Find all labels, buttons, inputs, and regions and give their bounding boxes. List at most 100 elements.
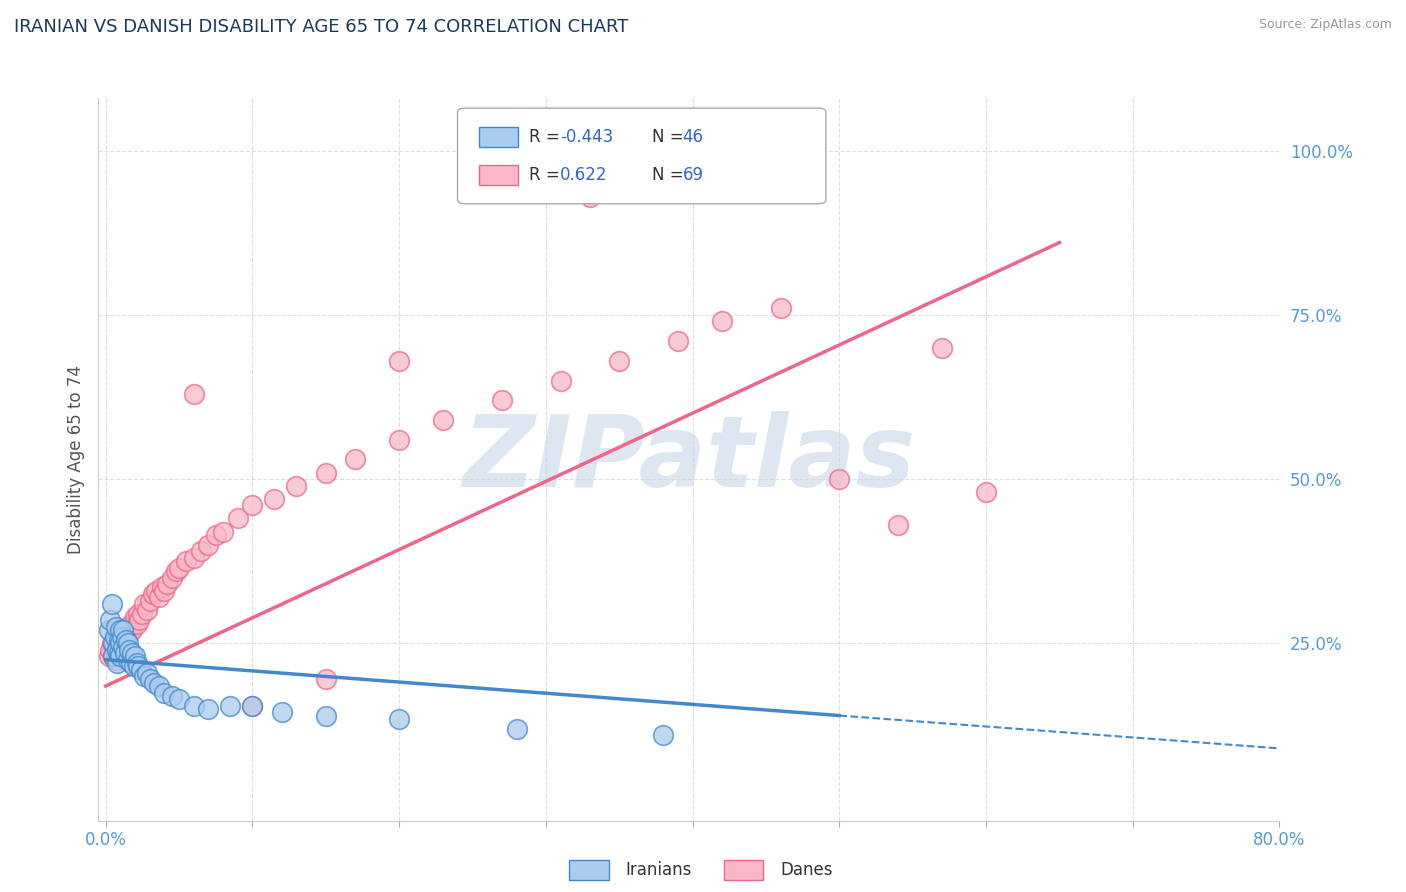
- Point: [110, 636, 132, 650]
- Text: ZIPatlas: ZIPatlas: [463, 411, 915, 508]
- Point: [505, 722, 527, 736]
- Point: [148, 679, 170, 693]
- Point: [100, 597, 122, 611]
- Point: [263, 491, 285, 506]
- Point: [132, 669, 155, 683]
- Point: [108, 646, 131, 660]
- Text: Iranians: Iranians: [626, 861, 692, 879]
- Point: [197, 702, 219, 716]
- Point: [98, 643, 121, 657]
- Point: [108, 633, 131, 648]
- Point: [165, 564, 187, 578]
- Point: [132, 597, 155, 611]
- Point: [105, 630, 128, 644]
- Y-axis label: Disability Age 65 to 74: Disability Age 65 to 74: [66, 365, 84, 554]
- Point: [125, 656, 148, 670]
- Point: [103, 640, 125, 654]
- Point: [153, 685, 176, 699]
- Point: [124, 610, 146, 624]
- Point: [110, 643, 132, 657]
- Point: [270, 706, 292, 720]
- Point: [212, 524, 235, 539]
- Point: [148, 591, 170, 605]
- Point: [160, 689, 183, 703]
- Point: [121, 646, 143, 660]
- Point: [100, 636, 122, 650]
- Text: IRANIAN VS DANISH DISABILITY AGE 65 TO 74 CORRELATION CHART: IRANIAN VS DANISH DISABILITY AGE 65 TO 7…: [14, 18, 628, 36]
- Text: Source: ZipAtlas.com: Source: ZipAtlas.com: [1258, 18, 1392, 31]
- Text: R =: R =: [529, 166, 560, 184]
- Point: [242, 499, 264, 513]
- Text: N =: N =: [651, 166, 683, 184]
- Point: [120, 616, 142, 631]
- Point: [117, 653, 139, 667]
- Point: [315, 708, 337, 723]
- Point: [122, 616, 145, 631]
- Point: [432, 413, 454, 427]
- Point: [150, 581, 173, 595]
- Point: [139, 593, 162, 607]
- Point: [887, 518, 910, 533]
- Point: [107, 636, 129, 650]
- Point: [579, 189, 602, 203]
- Point: [285, 478, 308, 492]
- Text: 46: 46: [682, 128, 703, 146]
- Text: -0.443: -0.443: [560, 128, 613, 146]
- Point: [204, 528, 226, 542]
- Point: [183, 386, 205, 401]
- Point: [135, 603, 157, 617]
- Point: [131, 607, 153, 621]
- Point: [388, 433, 411, 447]
- Point: [111, 633, 134, 648]
- Point: [101, 636, 124, 650]
- Point: [111, 630, 134, 644]
- Point: [388, 354, 411, 368]
- Point: [156, 577, 179, 591]
- Text: 0.622: 0.622: [560, 166, 607, 184]
- Point: [107, 656, 129, 670]
- Point: [226, 511, 249, 525]
- Point: [127, 607, 149, 621]
- Point: [931, 341, 953, 355]
- Point: [108, 633, 131, 648]
- Point: [666, 334, 689, 348]
- Point: [139, 673, 162, 687]
- Text: N =: N =: [651, 128, 683, 146]
- Point: [160, 571, 183, 585]
- Point: [112, 643, 135, 657]
- Point: [769, 301, 792, 316]
- Point: [98, 613, 121, 627]
- Point: [491, 393, 513, 408]
- Point: [128, 613, 150, 627]
- Text: 69: 69: [682, 166, 703, 184]
- Point: [112, 626, 135, 640]
- Point: [108, 646, 131, 660]
- Point: [183, 698, 205, 713]
- Point: [135, 665, 157, 680]
- Point: [242, 698, 264, 713]
- Point: [710, 314, 733, 328]
- Point: [167, 561, 190, 575]
- Point: [115, 633, 138, 648]
- Point: [105, 620, 128, 634]
- Point: [101, 649, 124, 664]
- Point: [117, 636, 139, 650]
- Point: [550, 374, 572, 388]
- Point: [153, 583, 176, 598]
- Text: R =: R =: [529, 128, 560, 146]
- Text: Danes: Danes: [780, 861, 832, 879]
- Point: [127, 659, 149, 673]
- Point: [607, 354, 630, 368]
- Point: [242, 698, 264, 713]
- Point: [120, 656, 142, 670]
- Point: [122, 659, 145, 673]
- Point: [652, 728, 675, 742]
- Point: [97, 623, 120, 637]
- Point: [110, 649, 132, 664]
- Point: [142, 587, 165, 601]
- Point: [388, 712, 411, 726]
- Point: [125, 616, 148, 631]
- Point: [112, 623, 135, 637]
- Point: [103, 630, 125, 644]
- Point: [124, 649, 146, 664]
